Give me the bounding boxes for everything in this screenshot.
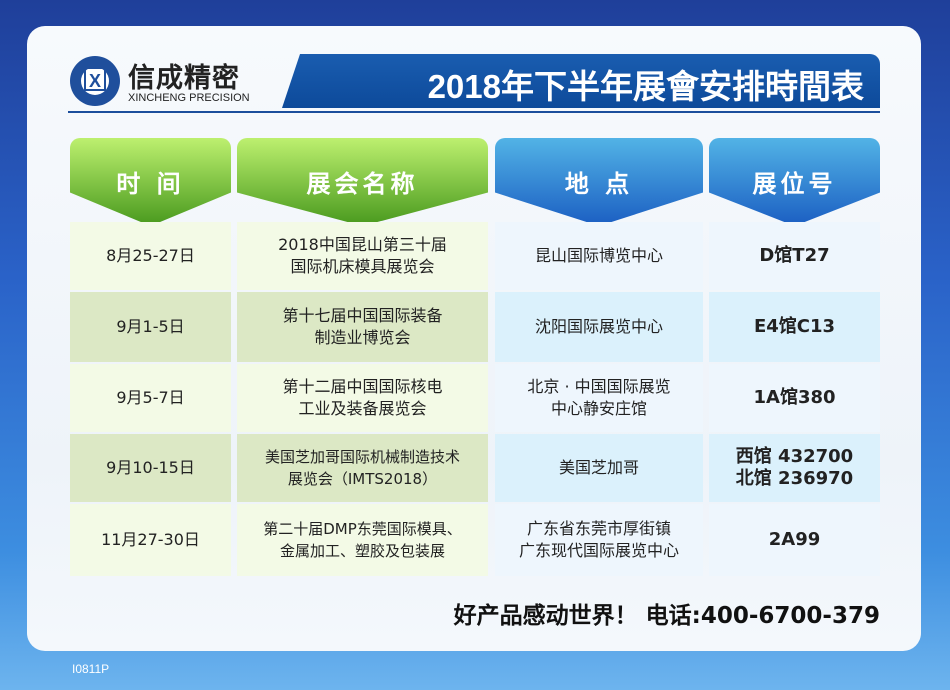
cell-name: 2018中国昆山第三十届 国际机床模具展览会 xyxy=(237,222,488,290)
cell-place: 昆山国际博览中心 xyxy=(495,222,703,290)
cell-place: 北京 · 中国国际展览 中心静安庄馆 xyxy=(495,364,703,432)
cell-place: 广东省东莞市厚街镇 广东现代国际展览中心 xyxy=(495,504,703,576)
page-title: 2018年下半年展會安排時間表 xyxy=(427,68,864,105)
cell-date: 11月27-30日 xyxy=(70,504,231,576)
cell-booth: 西馆 432700 北馆 236970 xyxy=(709,434,880,502)
cell-booth: 2A99 xyxy=(709,504,880,576)
column-name: 展会名称 2018中国昆山第三十届 国际机床模具展览会 第十七届中国国际装备 制… xyxy=(237,138,488,576)
cell-booth: E4馆C13 xyxy=(709,292,880,362)
cell-date: 9月1-5日 xyxy=(70,292,231,362)
logo-name-cn: 信成精密 xyxy=(128,63,240,94)
column-place: 地 点 昆山国际博览中心 沈阳国际展览中心 北京 · 中国国际展览 中心静安庄馆… xyxy=(495,138,703,576)
logo: X 信成精密 XINCHENG PRECISION xyxy=(70,54,270,108)
divider xyxy=(68,111,880,113)
header-booth: 展位号 xyxy=(709,138,880,226)
header-date: 时 间 xyxy=(70,138,231,226)
cell-place: 美国芝加哥 xyxy=(495,434,703,502)
cell-booth: 1A馆380 xyxy=(709,364,880,432)
cell-name: 第十二届中国国际核电 工业及装备展览会 xyxy=(237,364,488,432)
cell-name: 第十七届中国国际装备 制造业博览会 xyxy=(237,292,488,362)
cell-place: 沈阳国际展览中心 xyxy=(495,292,703,362)
logo-name-en: XINCHENG PRECISION xyxy=(128,92,250,104)
cell-name: 第二十届DMP东莞国际模具、 金属加工、塑胶及包装展 xyxy=(237,504,488,576)
print-code: I0811P xyxy=(72,662,110,676)
header-place: 地 点 xyxy=(495,138,703,226)
column-date: 时 间 8月25-27日 9月1-5日 9月5-7日 9月10-15日 11月2… xyxy=(70,138,231,576)
cell-booth: D馆T27 xyxy=(709,222,880,290)
logo-x: X xyxy=(84,67,106,91)
column-booth: 展位号 D馆T27 E4馆C13 1A馆380 西馆 432700 北馆 236… xyxy=(709,138,880,576)
cell-date: 9月10-15日 xyxy=(70,434,231,502)
cell-date: 8月25-27日 xyxy=(70,222,231,290)
cell-name: 美国芝加哥国际机械制造技术 展览会（IMTS2018） xyxy=(237,434,488,502)
header-name: 展会名称 xyxy=(237,138,488,226)
title-banner: 2018年下半年展會安排時間表 xyxy=(282,54,880,108)
slogan-phone: 好产品感动世界！ 电话:400-6700-379 xyxy=(453,603,880,629)
cell-date: 9月5-7日 xyxy=(70,364,231,432)
